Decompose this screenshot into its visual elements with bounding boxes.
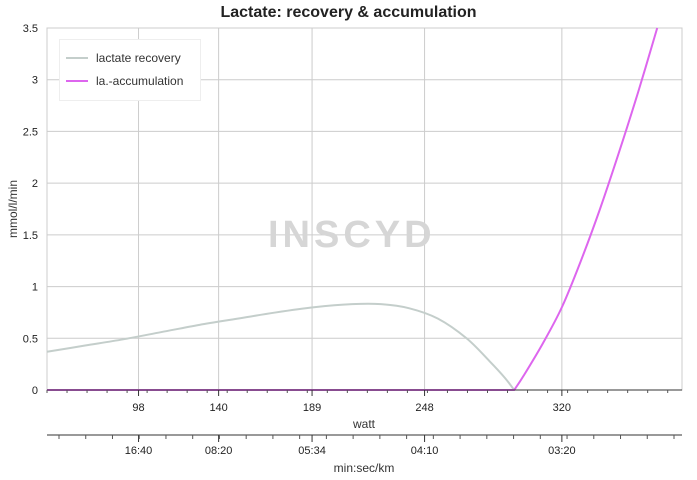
x2-tick-label: 16:40	[125, 445, 153, 457]
y-tick-label: 2	[32, 178, 38, 190]
x2-tick-label: 03:20	[548, 445, 576, 457]
y-tick-label: 3.5	[23, 23, 38, 35]
legend-label-recovery: lactate recovery	[96, 51, 181, 65]
y-tick-label: 2.5	[23, 126, 38, 138]
x-tick-label: 140	[209, 402, 227, 414]
x2-tick-label: 04:10	[411, 445, 439, 457]
x-tick-label: 98	[132, 402, 144, 414]
y-tick-label: 0	[32, 385, 38, 397]
y-tick-label: 3	[32, 75, 38, 87]
legend-item-accumulation[interactable]: la.-accumulation	[66, 72, 183, 90]
series-line-lactate-recovery	[46, 302, 515, 391]
legend-item-recovery[interactable]: lactate recovery	[66, 49, 181, 67]
y-axis-label: mmol/l/min	[6, 180, 20, 238]
y-tick-label: 1	[32, 282, 38, 294]
series-line-la-accumulation	[47, 27, 659, 391]
x2-axis-label: min:sec/km	[334, 461, 395, 475]
legend-swatch-recovery	[66, 57, 88, 59]
x-tick-label: 189	[303, 402, 321, 414]
axes: 0 0.5 1 1.5 2 2.5 3 3.5 98 140 189 248 320 16:40 08:20…	[23, 23, 682, 457]
chart-title: Lactate: recovery & accumulation	[220, 4, 477, 21]
x2-tick-label: 05:34	[298, 445, 326, 457]
watermark-logo: INSCYD	[268, 214, 436, 256]
legend: lactate recovery la.-accumulation	[59, 39, 201, 101]
series-layer	[46, 27, 659, 391]
x-tick-label: 320	[553, 402, 571, 414]
x2-tick-label: 08:20	[205, 445, 233, 457]
x-axis-label: watt	[352, 417, 376, 431]
y-tick-label: 1.5	[23, 230, 38, 242]
legend-swatch-accumulation	[66, 80, 88, 82]
x-tick-label: 248	[415, 402, 433, 414]
legend-label-accumulation: la.-accumulation	[96, 74, 184, 88]
y-tick-label: 0.5	[23, 333, 38, 345]
